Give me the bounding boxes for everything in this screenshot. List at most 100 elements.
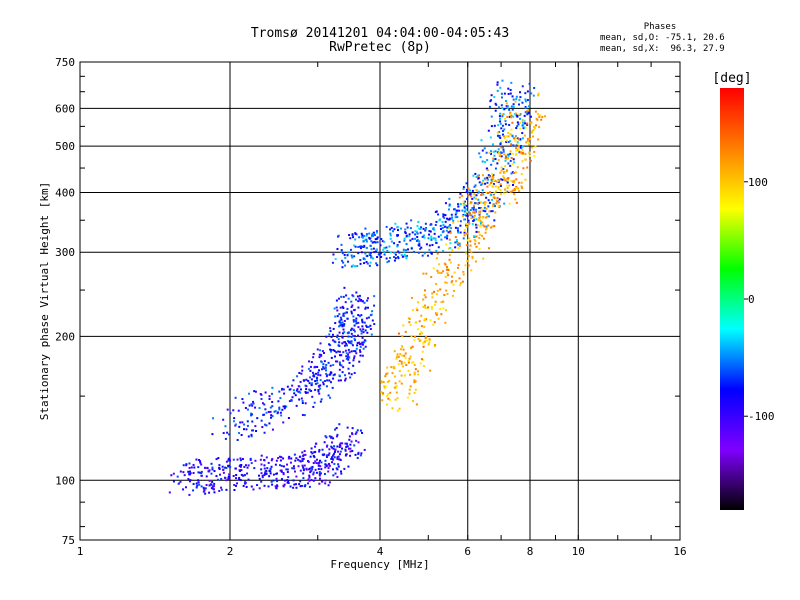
data-point: [394, 257, 397, 260]
data-point: [200, 472, 203, 475]
data-point: [368, 232, 371, 235]
data-point: [526, 122, 529, 125]
data-point: [383, 385, 386, 388]
data-point: [521, 152, 524, 155]
data-point: [521, 101, 524, 104]
data-point: [343, 253, 346, 256]
data-point: [205, 475, 208, 478]
data-point: [188, 472, 191, 475]
data-point: [530, 92, 533, 95]
data-point: [404, 228, 407, 231]
data-point: [477, 198, 480, 201]
data-point: [459, 224, 462, 227]
data-point: [503, 178, 506, 181]
data-point: [295, 486, 298, 489]
data-point: [406, 254, 409, 257]
data-point: [347, 341, 350, 344]
data-point: [325, 445, 328, 448]
data-point: [424, 306, 427, 309]
data-point: [361, 234, 364, 237]
data-point: [435, 220, 438, 223]
data-point: [386, 393, 389, 396]
data-point: [358, 294, 361, 297]
data-point: [492, 184, 495, 187]
data-point: [395, 357, 398, 360]
colorbar-tick-label: 0: [748, 293, 755, 306]
data-point: [481, 181, 484, 184]
data-point: [225, 488, 228, 491]
data-point: [408, 357, 411, 360]
data-point: [324, 435, 327, 438]
data-point: [411, 345, 414, 348]
data-point: [188, 462, 191, 465]
data-point: [384, 385, 387, 388]
data-point: [286, 463, 289, 466]
data-point: [414, 233, 417, 236]
data-point: [302, 477, 305, 480]
data-point: [338, 331, 341, 334]
data-point: [507, 154, 510, 157]
data-point: [532, 135, 535, 138]
data-point: [344, 442, 347, 445]
data-point: [398, 240, 401, 243]
colorbar-tick-label: -100: [748, 410, 775, 423]
data-point: [500, 127, 503, 130]
data-point: [360, 251, 363, 254]
data-point: [370, 313, 373, 316]
data-point: [409, 355, 412, 358]
data-point: [457, 243, 460, 246]
data-point: [490, 125, 493, 128]
data-point: [282, 484, 285, 487]
data-point: [357, 452, 360, 455]
data-point: [352, 334, 355, 337]
data-point: [452, 283, 455, 286]
data-point: [497, 181, 500, 184]
data-point: [482, 193, 485, 196]
data-point: [390, 226, 393, 229]
data-point: [504, 179, 507, 182]
data-point: [363, 321, 366, 324]
data-point: [508, 112, 511, 115]
data-point: [473, 193, 476, 196]
data-point: [385, 372, 388, 375]
data-point: [430, 251, 433, 254]
data-point: [425, 243, 428, 246]
data-point: [430, 223, 433, 226]
data-point: [494, 167, 497, 170]
data-point: [384, 375, 387, 378]
y-tick-label: 300: [55, 246, 75, 259]
data-point: [361, 431, 364, 434]
data-point: [364, 329, 367, 332]
data-point: [339, 442, 342, 445]
data-point: [510, 179, 513, 182]
data-point: [232, 409, 235, 412]
data-point: [482, 216, 485, 219]
data-point: [405, 249, 408, 252]
data-point: [199, 461, 202, 464]
data-point: [514, 140, 517, 143]
data-point: [513, 187, 516, 190]
data-point: [435, 241, 438, 244]
data-point: [342, 366, 345, 369]
data-point: [459, 192, 462, 195]
data-point: [481, 221, 484, 224]
data-point: [283, 407, 286, 410]
data-point: [493, 196, 496, 199]
data-point: [522, 121, 525, 124]
data-point: [490, 99, 493, 102]
data-point: [234, 424, 237, 427]
data-point: [473, 218, 476, 221]
data-point: [235, 477, 238, 480]
data-point: [515, 144, 518, 147]
data-point: [250, 433, 253, 436]
data-point: [524, 122, 527, 125]
data-point: [528, 143, 531, 146]
data-point: [464, 208, 467, 211]
data-point: [428, 341, 431, 344]
data-point: [293, 392, 296, 395]
data-point: [518, 190, 521, 193]
data-point: [347, 447, 350, 450]
data-point: [197, 471, 200, 474]
data-point: [397, 363, 400, 366]
data-point: [443, 262, 446, 265]
